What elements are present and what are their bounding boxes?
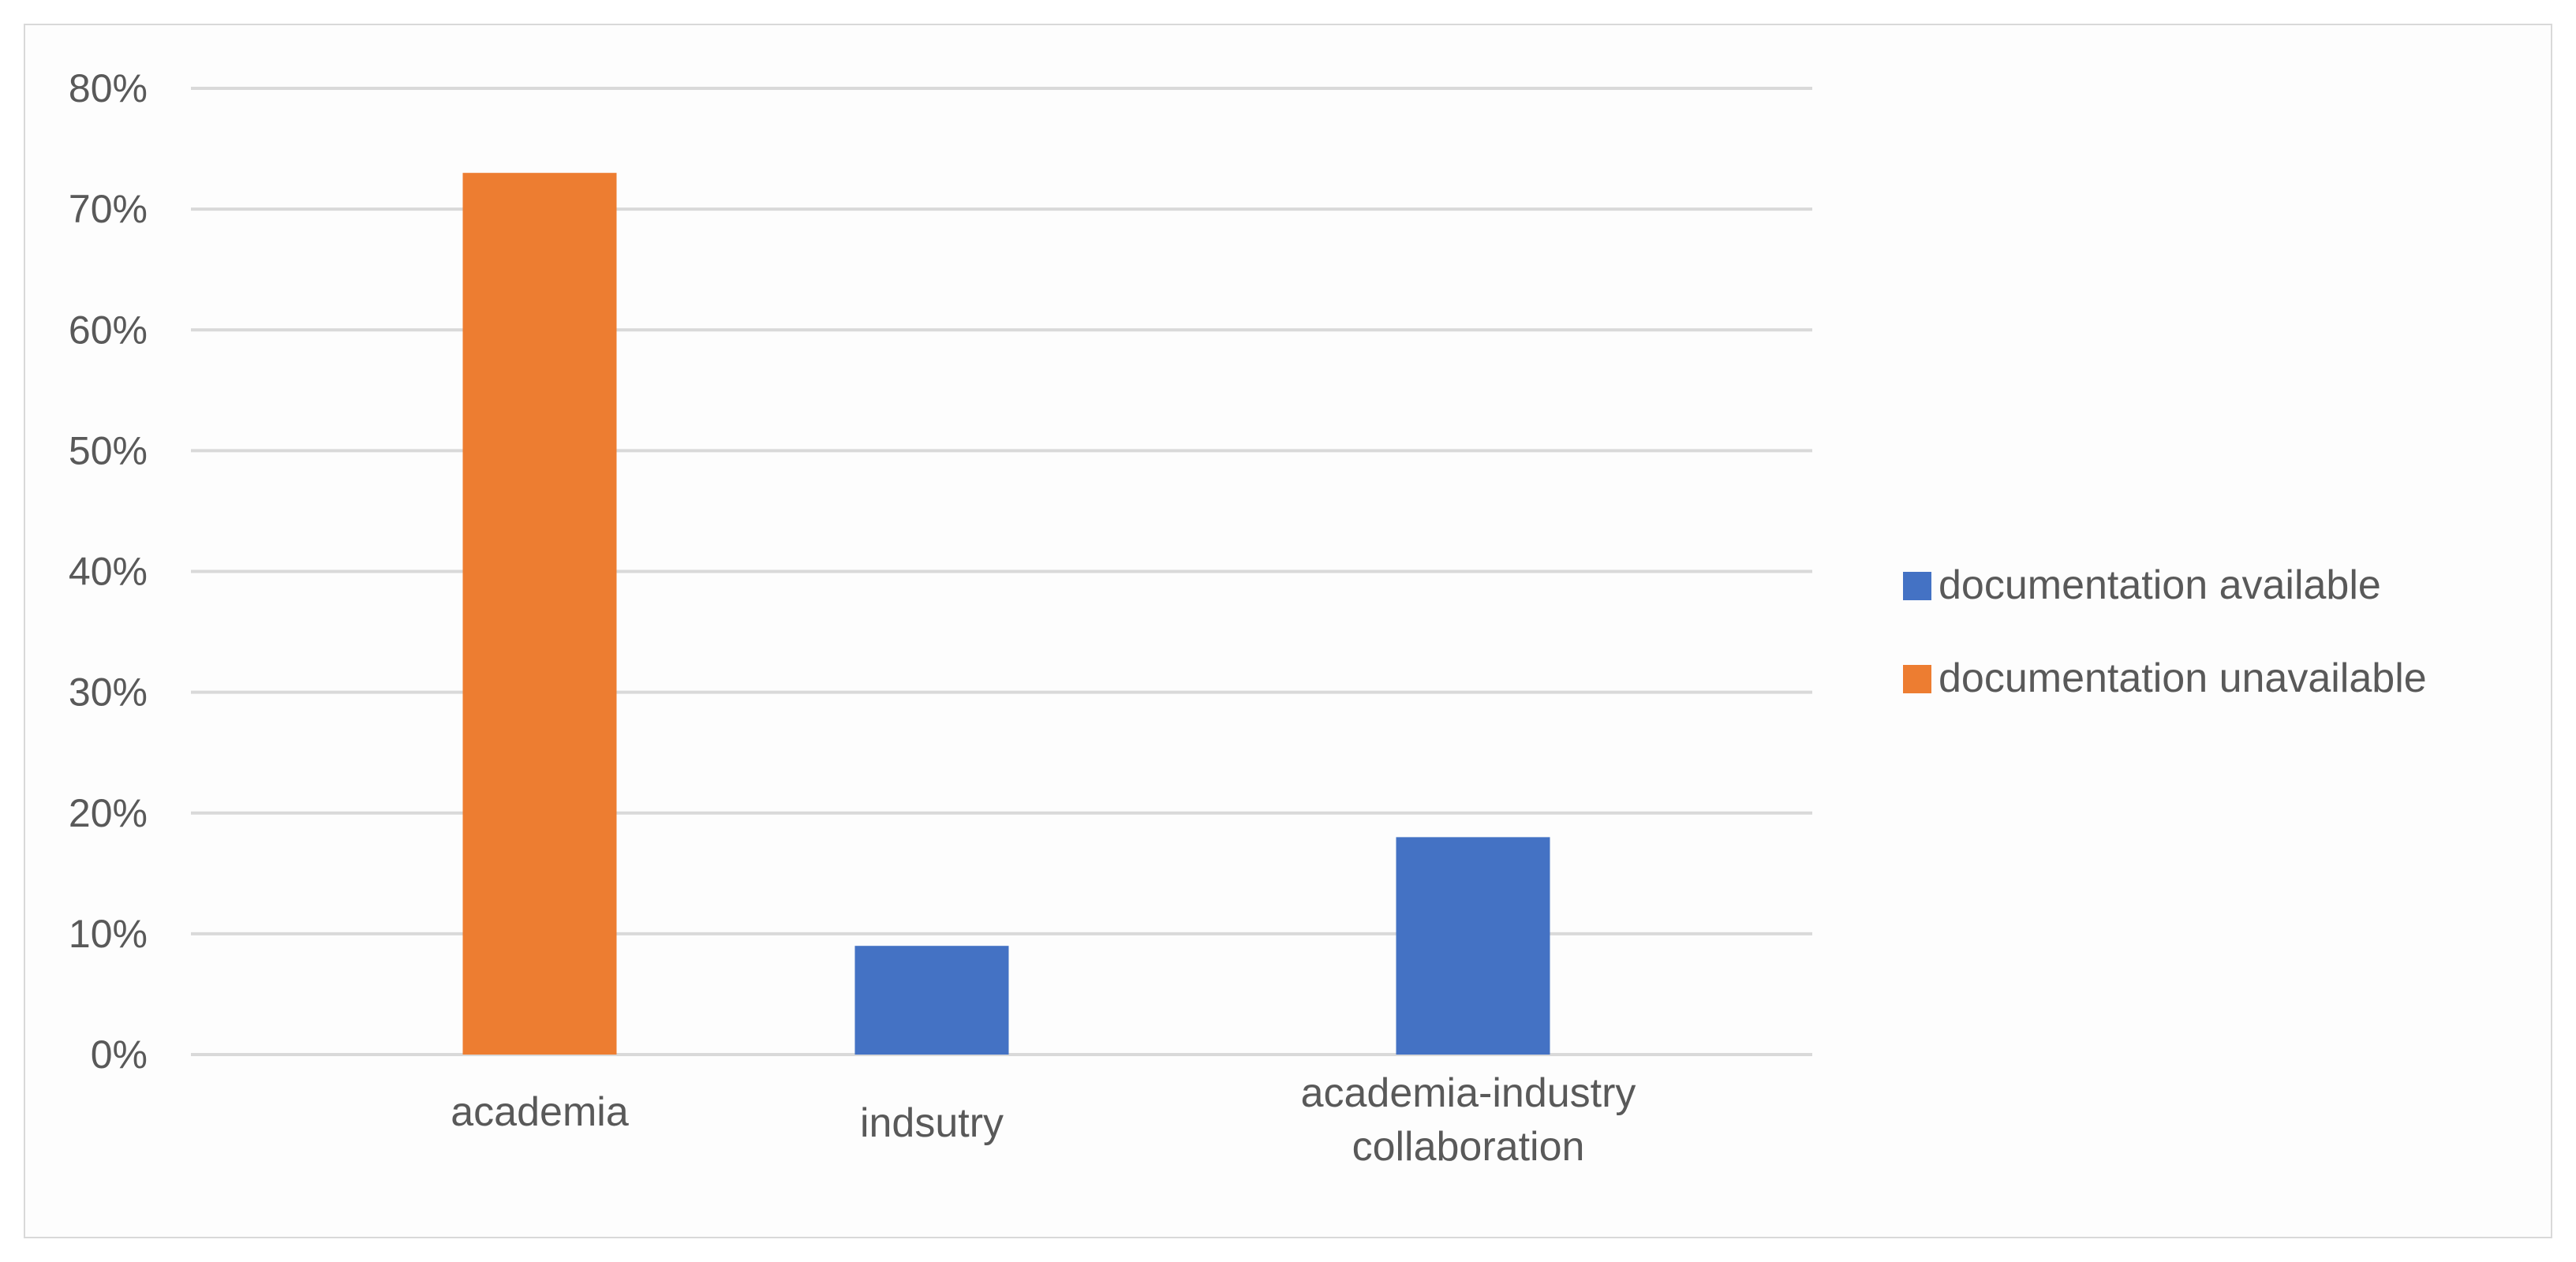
- bar-documentation-available: [1396, 837, 1550, 1055]
- y-tick-label: 20%: [69, 791, 148, 835]
- y-tick-label: 30%: [69, 670, 148, 715]
- y-axis-tick-labels: 0% 10% 20% 30% 40% 50% 60% 70% 80%: [69, 66, 148, 1077]
- bar-chart: 0% 10% 20% 30% 40% 50% 60% 70% 80% academia indsu…: [69, 66, 2427, 1170]
- y-tick-label: 0%: [91, 1032, 148, 1077]
- x-category-label: academia: [451, 1089, 629, 1135]
- legend-swatch: [1903, 572, 1931, 600]
- y-tick-label: 60%: [69, 308, 148, 352]
- x-category-label: indsutry: [860, 1100, 1004, 1146]
- legend: documentation available documentation una…: [1903, 562, 2427, 701]
- gridlines: [191, 87, 1812, 1056]
- y-tick-label: 10%: [69, 912, 148, 956]
- x-axis-category-labels: academia indsutry academia-industry collabo…: [451, 1070, 1636, 1170]
- x-category-label: academia-industry: [1301, 1070, 1636, 1116]
- x-category-label: collaboration: [1352, 1124, 1585, 1170]
- y-tick-label: 40%: [69, 550, 148, 594]
- bars: [462, 173, 1550, 1055]
- y-tick-label: 50%: [69, 428, 148, 472]
- bar-documentation-unavailable: [462, 173, 617, 1055]
- chart-frame: 0% 10% 20% 30% 40% 50% 60% 70% 80% academia indsu…: [24, 24, 2552, 1238]
- y-tick-label: 70%: [69, 187, 148, 231]
- bar-documentation-available: [854, 946, 1009, 1055]
- y-tick-label: 80%: [69, 66, 148, 110]
- legend-swatch: [1903, 665, 1931, 693]
- legend-label: documentation available: [1939, 562, 2381, 608]
- legend-label: documentation unavailable: [1939, 655, 2427, 701]
